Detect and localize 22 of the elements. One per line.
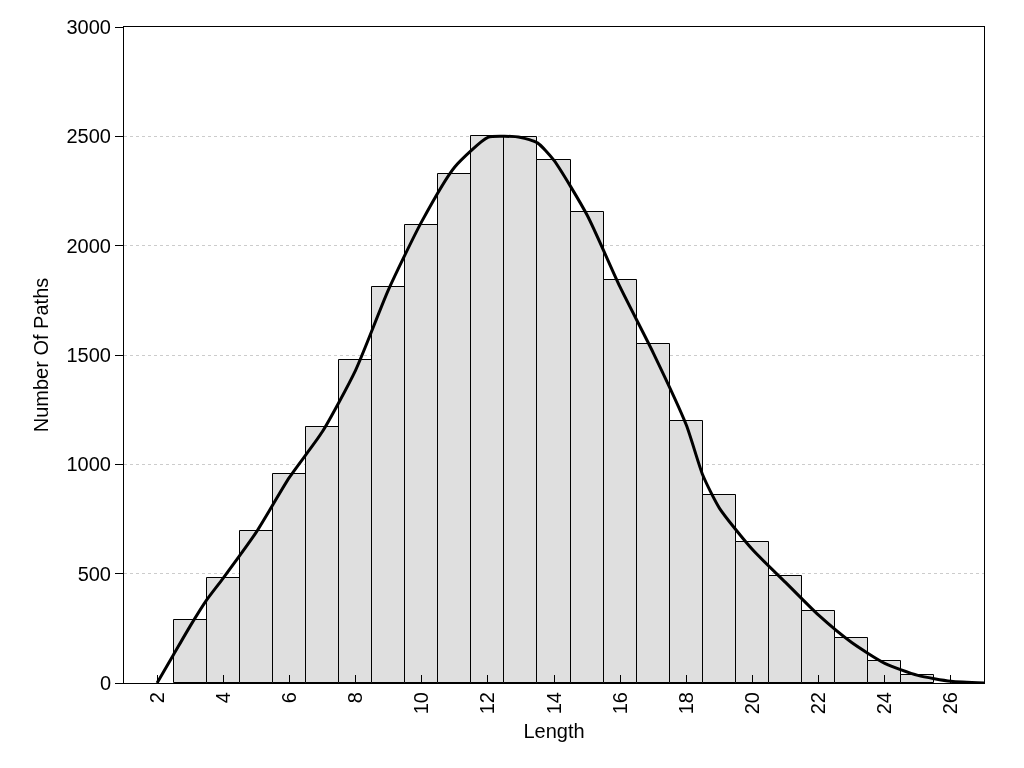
x-tick-label: 26 [939,692,962,715]
y-tick-label: 2500 [66,125,111,148]
y-tick-label: 1500 [66,344,111,366]
y-tick-label: 500 [77,562,111,585]
y-tick-label: 2000 [66,234,111,257]
y-tick-label: 3000 [66,16,111,38]
x-tick-label: 16 [608,692,631,715]
x-tick-label: 4 [211,692,234,704]
y-axis-title: Number Of Paths [30,277,52,433]
x-tick-label: 14 [542,692,565,715]
x-tick-label: 2 [145,692,168,704]
x-tick-label: 24 [873,692,896,715]
y-tick-label: 1000 [66,453,111,476]
x-tick-label: 18 [674,692,697,715]
x-tick-label: 10 [410,692,433,715]
x-tick-label: 8 [344,692,367,704]
y-tick-label: 0 [99,672,111,694]
x-tick-label: 22 [807,692,830,715]
x-tick-label: 6 [277,692,300,704]
x-axis-title: Length [523,719,585,742]
x-tick-label: 12 [476,692,499,715]
x-tick-label: 20 [740,692,763,715]
